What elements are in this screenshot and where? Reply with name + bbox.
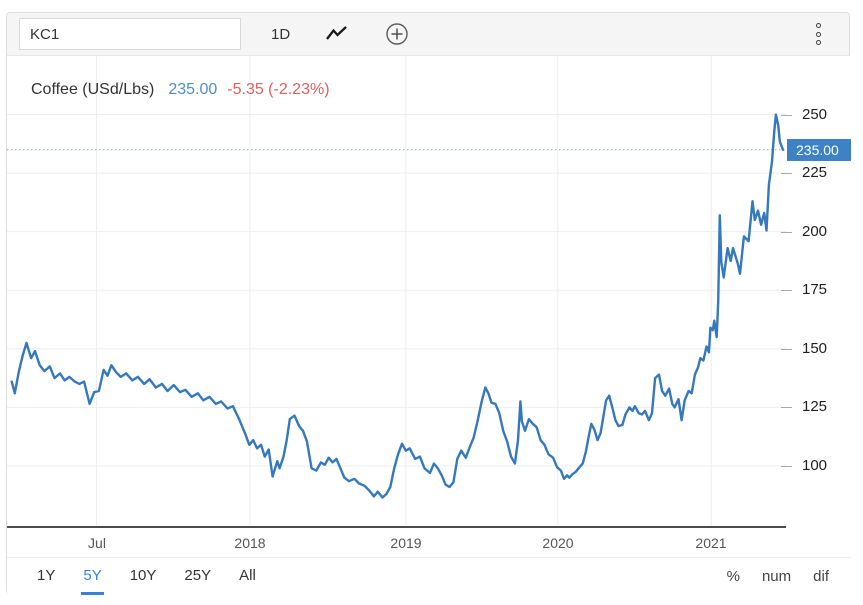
y-axis-tick [781,407,792,408]
x-axis-line [7,526,786,528]
y-axis-tick-label: 100 [802,457,828,474]
add-circle-icon[interactable] [384,21,410,47]
y-axis-tick-label: 200 [802,223,828,240]
instrument-name: Coffee (USd/Lbs) [31,81,155,98]
current-price-tag: 235.00 [787,139,851,161]
y-axis-tick [781,349,792,350]
y-axis-tick [781,232,792,233]
price-change: -5.35 (-2.23%) [227,81,330,98]
mode-num[interactable]: num [761,568,792,585]
date-axis: Jul 2018 2019 2020 2021 [7,528,786,557]
range-10y[interactable]: 10Y [129,567,157,584]
x-axis-tick-label: 2018 [234,535,266,551]
y-axis-tick-label: 175 [802,281,828,298]
y-axis-tick [781,466,792,467]
last-price: 235.00 [168,81,218,98]
y-axis-tick [781,290,792,291]
kebab-menu-icon[interactable] [809,21,827,47]
range-group: 1Y 5Y 10Y 25Y All [7,558,282,595]
y-axis-tick [781,115,792,116]
x-axis-tick-label: 2019 [390,535,422,551]
chart-widget: 1D Coffee (USd/Lbs) 235.00 -5.35 (-2.23%) [6,12,851,595]
y-axis-tick-label: 150 [802,340,828,357]
range-1y[interactable]: 1Y [37,567,56,584]
chart-legend: Coffee (USd/Lbs) 235.00 -5.35 (-2.23%) [31,81,330,99]
gridlines [7,56,786,526]
interval-button[interactable]: 1D [271,25,291,43]
x-axis-tick-label: 2021 [695,535,727,551]
price-chart-svg [7,56,786,526]
y-axis-tick-label: 225 [802,164,828,181]
mode-group: % num dif [705,558,851,595]
mode-percent[interactable]: % [726,568,740,585]
y-axis-tick-label: 125 [802,398,828,415]
symbol-input[interactable] [19,18,241,50]
x-axis-tick-label: Jul [88,535,106,551]
range-5y[interactable]: 5Y [81,558,104,595]
price-series-line [10,113,785,499]
range-25y[interactable]: 25Y [184,567,212,584]
range-selector-bar: 1Y 5Y 10Y 25Y All % num dif [7,557,851,595]
mode-dif[interactable]: dif [813,568,829,585]
toolbar: 1D [7,13,849,56]
line-chart-icon[interactable] [324,21,350,47]
y-axis-tick [781,173,792,174]
price-axis: 250 225 200 175 150 125 100 [781,56,851,528]
y-axis-tick-label: 250 [802,106,828,123]
chart-region: Coffee (USd/Lbs) 235.00 -5.35 (-2.23%) 250… [7,56,851,557]
x-axis-tick-label: 2020 [542,535,574,551]
range-all[interactable]: All [239,567,256,584]
